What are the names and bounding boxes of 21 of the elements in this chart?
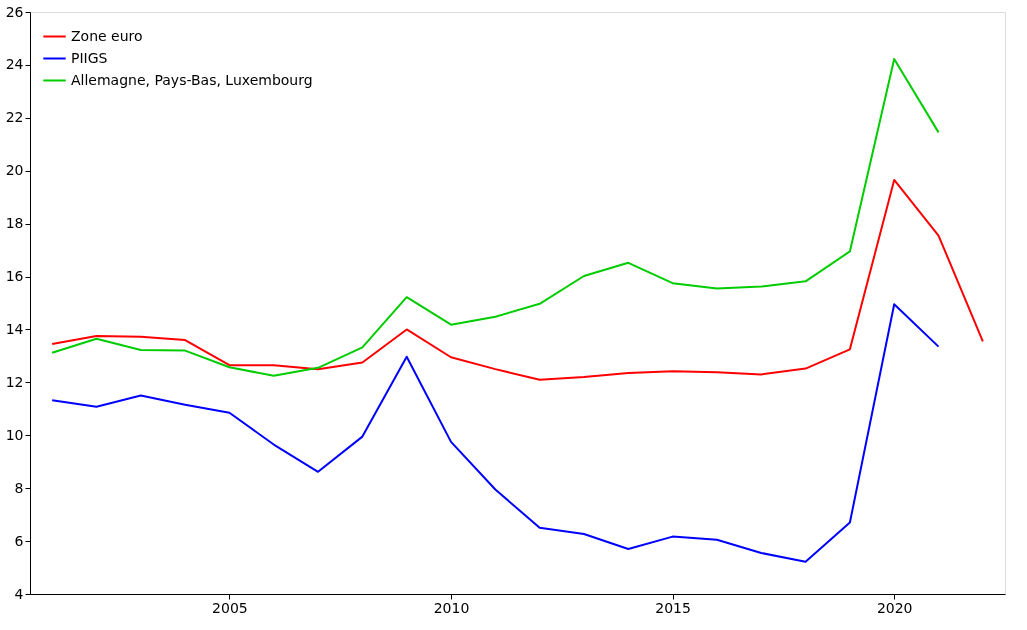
y-tick-label: 24 bbox=[5, 56, 24, 73]
x-tick-label: 2020 bbox=[876, 599, 913, 616]
x-tick-label: 2005 bbox=[212, 599, 248, 616]
y-tick-label: 14 bbox=[5, 320, 24, 337]
y-tick-label: 6 bbox=[14, 532, 24, 549]
y-tick-label: 8 bbox=[14, 479, 24, 496]
line-series bbox=[51, 303, 940, 563]
line-series bbox=[51, 178, 984, 381]
y-tick-label: 10 bbox=[5, 426, 24, 443]
y-tick-label: 26 bbox=[5, 3, 24, 20]
x-tick-label: 2010 bbox=[433, 599, 470, 616]
y-tick-label: 16 bbox=[5, 268, 24, 285]
y-tick-label: 20 bbox=[5, 162, 24, 179]
y-tick-label: 22 bbox=[5, 109, 24, 126]
x-tick-label: 2015 bbox=[655, 599, 691, 616]
y-tick-label: 4 bbox=[14, 585, 24, 602]
legend-label: PIIGS bbox=[71, 49, 108, 66]
y-tick-label: 18 bbox=[5, 215, 24, 232]
legend-label: Allemagne, Pays-Bas, Luxembourg bbox=[71, 71, 313, 88]
legend-label: Zone euro bbox=[71, 27, 143, 44]
y-tick-label: 12 bbox=[5, 373, 24, 390]
